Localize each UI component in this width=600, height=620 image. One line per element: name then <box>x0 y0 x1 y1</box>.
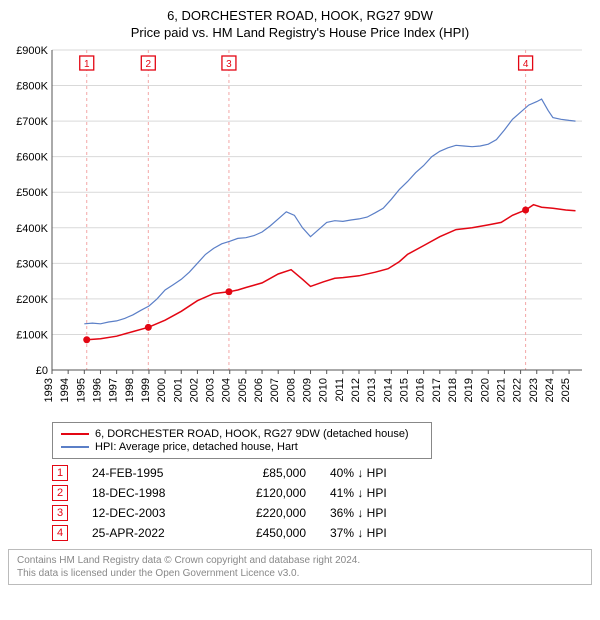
x-tick-label: 2008 <box>285 378 297 402</box>
legend-row-property: 6, DORCHESTER ROAD, HOOK, RG27 9DW (deta… <box>61 428 423 440</box>
y-tick-label: £200K <box>16 294 48 306</box>
sale-row: 2 18-DEC-1998 £120,000 41% ↓ HPI <box>52 485 592 501</box>
sale-price: £85,000 <box>226 466 306 480</box>
x-tick-label: 2009 <box>302 378 314 402</box>
x-tick-label: 1998 <box>124 378 136 402</box>
sale-marker-num: 1 <box>84 59 90 70</box>
x-tick-label: 2007 <box>269 378 281 402</box>
y-tick-label: £600K <box>16 152 48 164</box>
x-tick-label: 2000 <box>156 378 168 402</box>
x-tick-label: 2014 <box>382 378 394 402</box>
title-sub: Price paid vs. HM Land Registry's House … <box>8 25 592 40</box>
x-tick-label: 2011 <box>334 378 346 402</box>
legend-label: HPI: Average price, detached house, Hart <box>95 441 298 453</box>
sale-marker-num: 3 <box>226 59 232 70</box>
sales-table: 1 24-FEB-1995 £85,000 40% ↓ HPI 2 18-DEC-1998… <box>52 465 592 541</box>
x-tick-label: 2016 <box>415 378 427 402</box>
sale-dot <box>145 324 152 331</box>
sale-marker-num: 2 <box>146 59 152 70</box>
legend-row-hpi: HPI: Average price, detached house, Hart <box>61 441 423 453</box>
title-main: 6, DORCHESTER ROAD, HOOK, RG27 9DW <box>8 8 592 23</box>
sale-marker: 4 <box>52 525 68 541</box>
x-tick-label: 2015 <box>398 378 410 402</box>
x-tick-label: 2010 <box>318 378 330 402</box>
x-tick-label: 1997 <box>108 378 120 402</box>
x-tick-label: 2004 <box>221 378 233 402</box>
y-tick-label: £400K <box>16 223 48 235</box>
legend-swatch <box>61 446 89 448</box>
x-tick-label: 2022 <box>512 378 524 402</box>
sale-dot <box>522 207 529 214</box>
sale-price: £120,000 <box>226 486 306 500</box>
x-tick-label: 1995 <box>75 378 87 402</box>
y-tick-label: £100K <box>16 329 48 341</box>
x-tick-label: 1999 <box>140 378 152 402</box>
attribution-footer: Contains HM Land Registry data © Crown c… <box>8 549 592 585</box>
sale-marker: 2 <box>52 485 68 501</box>
sale-row: 3 12-DEC-2003 £220,000 36% ↓ HPI <box>52 505 592 521</box>
sale-date: 12-DEC-2003 <box>92 506 202 520</box>
x-tick-label: 2017 <box>431 378 443 402</box>
price-chart: £0 £100K £200K £300K £400K £500K £600K £700K £80… <box>8 46 592 416</box>
sale-date: 24-FEB-1995 <box>92 466 202 480</box>
x-tick-label: 1994 <box>59 378 71 402</box>
x-tick-label: 2023 <box>528 378 540 402</box>
x-tick-label: 2006 <box>253 378 265 402</box>
x-tick-label: 2025 <box>560 378 572 402</box>
series-property <box>87 205 576 340</box>
legend-label: 6, DORCHESTER ROAD, HOOK, RG27 9DW (deta… <box>95 428 409 440</box>
series-hpi <box>84 99 575 324</box>
sale-marker: 3 <box>52 505 68 521</box>
sale-date: 25-APR-2022 <box>92 526 202 540</box>
chart-svg: £0 £100K £200K £300K £400K £500K £600K £700K £80… <box>8 46 592 416</box>
y-tick-label: £300K <box>16 258 48 270</box>
footer-line2: This data is licensed under the Open Gov… <box>17 567 583 580</box>
x-tick-label: 1996 <box>91 378 103 402</box>
legend: 6, DORCHESTER ROAD, HOOK, RG27 9DW (deta… <box>52 422 432 459</box>
x-tick-label: 2013 <box>366 378 378 402</box>
x-tick-label: 2003 <box>205 378 217 402</box>
sale-dot <box>83 336 90 343</box>
sale-dot <box>225 288 232 295</box>
x-tick-label: 2001 <box>172 378 184 402</box>
x-tick-label: 2002 <box>188 378 200 402</box>
sale-marker: 1 <box>52 465 68 481</box>
y-tick-label: £800K <box>16 81 48 93</box>
sale-price: £450,000 <box>226 526 306 540</box>
y-tick-label: £500K <box>16 187 48 199</box>
x-tick-label: 2012 <box>350 378 362 402</box>
y-tick-label: £0 <box>36 365 48 377</box>
sale-row: 1 24-FEB-1995 £85,000 40% ↓ HPI <box>52 465 592 481</box>
x-tick-label: 2024 <box>544 378 556 402</box>
footer-line1: Contains HM Land Registry data © Crown c… <box>17 554 583 567</box>
x-tick-label: 2019 <box>463 378 475 402</box>
x-tick-label: 2005 <box>237 378 249 402</box>
sale-diff: 37% ↓ HPI <box>330 526 440 540</box>
x-tick-label: 2018 <box>447 378 459 402</box>
x-tick-label: 2020 <box>479 378 491 402</box>
sale-date: 18-DEC-1998 <box>92 486 202 500</box>
sale-diff: 36% ↓ HPI <box>330 506 440 520</box>
sale-price: £220,000 <box>226 506 306 520</box>
sale-diff: 40% ↓ HPI <box>330 466 440 480</box>
y-tick-label: £700K <box>16 116 48 128</box>
y-tick-label: £900K <box>16 46 48 57</box>
sale-diff: 41% ↓ HPI <box>330 486 440 500</box>
x-tick-label: 2021 <box>495 378 507 402</box>
legend-swatch <box>61 433 89 435</box>
sale-row: 4 25-APR-2022 £450,000 37% ↓ HPI <box>52 525 592 541</box>
x-tick-label: 1993 <box>43 378 55 402</box>
chart-title-block: 6, DORCHESTER ROAD, HOOK, RG27 9DW Price… <box>8 8 592 40</box>
sale-marker-num: 4 <box>523 59 529 70</box>
